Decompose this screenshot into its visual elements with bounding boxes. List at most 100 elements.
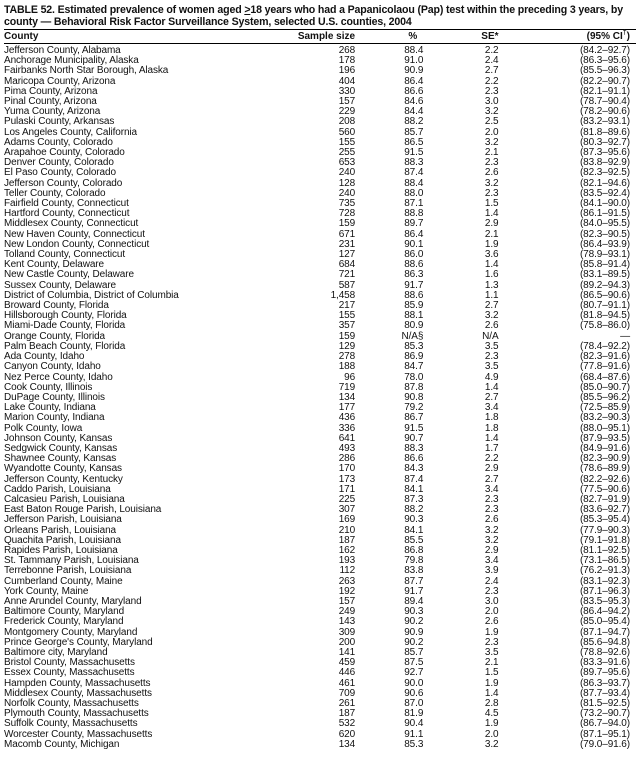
cell-se: 2.7	[484, 300, 499, 312]
cell-se: 2.1	[484, 657, 499, 669]
cell-se: 2.5	[484, 116, 499, 128]
table-row: Sussex County, Delaware 587 91.7 1.3 (89.2–9…	[4, 279, 636, 291]
cell-ci: (78.7–90.4)	[579, 96, 630, 108]
table-body: Jefferson County, Alabama 268 88.4 2.2 (84.2…	[4, 44, 636, 751]
cell-percent: 91.7	[404, 279, 424, 291]
cell-ci: (82.7–91.9)	[579, 493, 630, 505]
cell-county: Jefferson County, Colorado	[4, 177, 123, 189]
table-row: Quachita Parish, Louisiana 187 85.5 3.2 (79.…	[4, 534, 636, 546]
cell-ci: (82.1–94.6)	[579, 177, 630, 189]
cell-percent: 91.0	[404, 55, 424, 67]
table-row: Middlesex County, Massachusetts 709 90.6 1.…	[4, 687, 636, 699]
cell-se: 2.8	[484, 698, 499, 709]
table-row: Pima County, Arizona 330 86.6 2.3 (82.1–91.1…	[4, 85, 636, 97]
cell-se: 1.4	[484, 687, 499, 699]
cell-county: Arapahoe County, Colorado	[4, 147, 125, 159]
cell-se: 3.5	[484, 361, 499, 373]
table-row: Kent County, Delaware 684 88.6 1.4 (85.8–91.…	[4, 260, 636, 270]
cell-percent: 86.4	[404, 228, 424, 240]
cell-sample-size: 134	[338, 391, 356, 403]
cell-percent: 90.8	[404, 391, 424, 403]
cell-county: Broward County, Florida	[4, 300, 109, 312]
table-row: Orleans Parish, Louisiana 210 84.1 3.2 (77.9…	[4, 524, 636, 536]
cell-percent: N/A§	[401, 330, 424, 342]
table-row: Worcester County, Massachusetts 620 91.1 2.…	[4, 728, 636, 740]
table-row: Cumberland County, Maine 263 87.7 2.4 (83.1–…	[4, 575, 636, 587]
table-row: New Haven County, Connecticut 671 86.4 2.1 (…	[4, 228, 636, 240]
table-row: New Castle County, Delaware 721 86.3 1.6 (83…	[4, 270, 636, 280]
cell-se: 1.9	[484, 626, 499, 638]
table-row: Baltimore city, Maryland 141 85.7 3.5 (78.8–…	[4, 646, 636, 658]
cell-ci: (84.0–95.5)	[579, 218, 630, 230]
cell-percent: 88.3	[404, 442, 424, 454]
table-row: Rapides Parish, Louisiana 162 86.8 2.9 (81.1…	[4, 545, 636, 556]
cell-ci: (73.1–86.5)	[579, 555, 630, 567]
cell-sample-size: 173	[338, 473, 356, 485]
cell-sample-size: 240	[338, 187, 356, 199]
cell-se: 1.9	[484, 718, 499, 730]
cell-se: 1.4	[484, 432, 499, 444]
cell-county: Quachita Parish, Louisiana	[4, 534, 121, 546]
table-title: TABLE 52. Estimated prevalence of women …	[4, 4, 636, 28]
cell-sample-size: 721	[338, 269, 356, 281]
cell-county: Pima County, Arizona	[4, 85, 98, 97]
cell-se: 1.9	[484, 238, 499, 250]
cell-sample-size: 155	[338, 310, 356, 322]
cell-sample-size: 684	[338, 259, 356, 271]
cell-county: Anchorage Municipality, Alaska	[4, 55, 139, 67]
cell-se: 2.3	[484, 585, 499, 597]
cell-sample-size: 112	[339, 565, 356, 577]
cell-county: Baltimore city, Maryland	[4, 646, 108, 658]
cell-se: 3.2	[484, 106, 499, 118]
cell-percent: 91.1	[404, 728, 424, 740]
cell-se: 2.4	[484, 575, 499, 587]
cell-sample-size: 446	[338, 667, 356, 679]
cell-se: 2.3	[484, 493, 499, 505]
cell-ci: (77.5–90.6)	[579, 483, 630, 495]
cell-ci: (76.2–91.3)	[579, 565, 630, 577]
cell-ci: (73.2–90.7)	[579, 708, 630, 720]
cell-ci: (85.5–96.2)	[579, 391, 630, 403]
cell-county: Wyandotte County, Kansas	[4, 463, 122, 475]
cell-sample-size: 404	[338, 75, 356, 87]
cell-sample-size: 157	[338, 96, 356, 108]
cell-sample-size: 357	[338, 320, 356, 332]
cell-se: 1.8	[484, 412, 499, 424]
cell-percent: 90.7	[404, 432, 424, 444]
cell-se: 2.2	[484, 75, 499, 87]
ge-symbol: >	[244, 4, 251, 16]
header-sample-size: Sample size	[294, 29, 356, 44]
cell-county: Terrebonne Parish, Louisiana	[4, 565, 132, 577]
cell-county: Jefferson Parish, Louisiana	[4, 514, 122, 526]
table-row: Anchorage Municipality, Alaska 178 91.0 2.4…	[4, 55, 636, 67]
cell-sample-size: 263	[338, 575, 356, 587]
table-row: Prince George's County, Maryland 200 90.2 2…	[4, 637, 636, 648]
table-row: Jefferson Parish, Louisiana 169 90.3 2.6 (85…	[4, 515, 636, 525]
cell-ci: (80.7–91.1)	[579, 300, 630, 312]
cell-sample-size: 96	[344, 371, 356, 383]
cell-county: Orleans Parish, Louisiana	[4, 524, 117, 536]
cell-percent: 80.9	[404, 320, 424, 332]
table-row: Anne Arundel County, Maryland 157 89.4 3.0 (…	[4, 596, 636, 607]
table-row: Adams County, Colorado 155 86.5 3.2 (80.3–92…	[4, 137, 636, 148]
cell-sample-size: 196	[338, 65, 356, 77]
cell-sample-size: 436	[338, 412, 356, 424]
cell-county: Worcester County, Massachusetts	[4, 728, 153, 740]
table-row: DuPage County, Illinois 134 90.8 2.7 (85.5–9…	[4, 391, 636, 403]
title-line-1: TABLE 52. Estimated prevalence of women …	[4, 4, 636, 16]
cell-sample-size: 261	[338, 698, 356, 709]
cell-se: 3.2	[484, 524, 499, 536]
cell-ci: (89.7–95.6)	[579, 667, 630, 679]
cell-sample-size: 671	[338, 228, 356, 240]
cell-se: 3.5	[484, 340, 499, 352]
cell-county: DuPage County, Illinois	[4, 391, 105, 403]
cell-sample-size: 127	[338, 249, 356, 261]
cell-ci: (82.3–90.9)	[579, 453, 630, 465]
cell-ci: (82.3–90.5)	[579, 228, 630, 240]
cell-percent: 91.7	[404, 585, 424, 597]
cell-sample-size: 719	[338, 381, 356, 393]
table-row: Norfolk County, Massachusetts 261 87.0 2.8 (…	[4, 698, 636, 709]
table-row: Sedgwick County, Kansas 493 88.3 1.7 (84.9–9…	[4, 442, 636, 454]
cell-percent: 90.9	[404, 626, 424, 638]
cell-ci: (78.9–93.1)	[579, 249, 630, 261]
